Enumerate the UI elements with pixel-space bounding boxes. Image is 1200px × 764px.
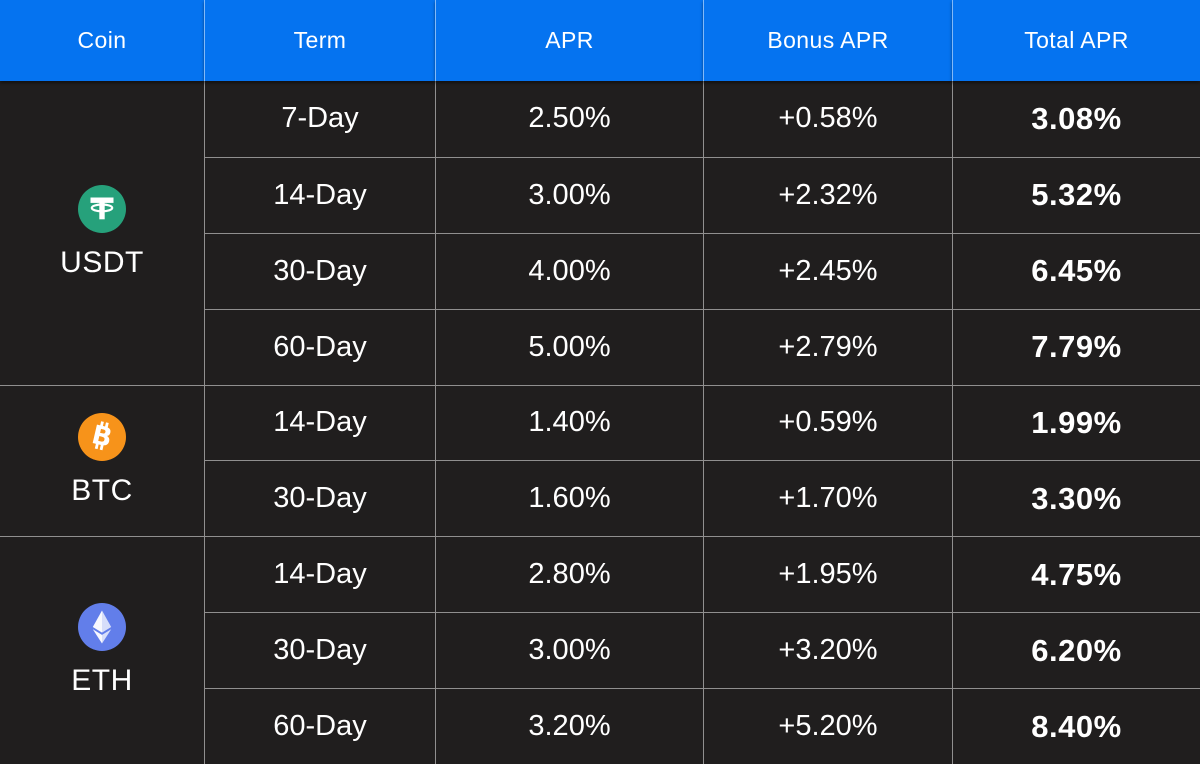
column-header-total-apr: Total APR — [952, 0, 1200, 81]
total-apr-cell: 6.20% — [952, 612, 1200, 689]
coin-cell-usdt: USDT — [0, 81, 204, 385]
term-cell: 14-Day — [204, 156, 435, 233]
column-header-coin: Coin — [0, 0, 204, 81]
total-apr-cell: 4.75% — [952, 536, 1200, 613]
bonus-apr-cell: +2.79% — [703, 308, 952, 385]
coin-cell-btc: B BTC — [0, 384, 204, 537]
total-apr-cell: 8.40% — [952, 688, 1200, 764]
coin-label-eth: ETH — [71, 664, 133, 698]
bonus-apr-cell: +3.20% — [703, 612, 952, 689]
term-cell: 60-Day — [204, 688, 435, 764]
column-header-apr: APR — [435, 0, 703, 81]
coin-cell-eth: ETH — [0, 536, 204, 764]
term-cell: 14-Day — [204, 384, 435, 461]
column-header-bonus-apr: Bonus APR — [703, 0, 952, 81]
apr-cell: 1.40% — [435, 384, 703, 461]
column-header-term: Term — [204, 0, 435, 81]
term-cell: 30-Day — [204, 612, 435, 689]
term-cell: 60-Day — [204, 308, 435, 385]
apr-cell: 2.80% — [435, 536, 703, 613]
total-apr-cell: 7.79% — [952, 308, 1200, 385]
bonus-apr-cell: +1.95% — [703, 536, 952, 613]
total-apr-cell: 3.08% — [952, 81, 1200, 157]
apr-cell: 3.00% — [435, 156, 703, 233]
total-apr-cell: 3.30% — [952, 460, 1200, 537]
bonus-apr-cell: +2.32% — [703, 156, 952, 233]
apr-cell: 3.00% — [435, 612, 703, 689]
bonus-apr-cell: +2.45% — [703, 232, 952, 309]
apr-cell: 2.50% — [435, 81, 703, 157]
term-cell: 7-Day — [204, 81, 435, 157]
term-cell: 30-Day — [204, 232, 435, 309]
total-apr-cell: 5.32% — [952, 156, 1200, 233]
coin-label-btc: BTC — [71, 474, 133, 508]
apr-cell: 4.00% — [435, 232, 703, 309]
apr-cell: 5.00% — [435, 308, 703, 385]
apr-cell: 3.20% — [435, 688, 703, 764]
bonus-apr-cell: +0.58% — [703, 81, 952, 157]
total-apr-cell: 6.45% — [952, 232, 1200, 309]
apr-cell: 1.60% — [435, 460, 703, 537]
bonus-apr-cell: +1.70% — [703, 460, 952, 537]
ethereum-icon — [78, 603, 126, 652]
total-apr-cell: 1.99% — [952, 384, 1200, 461]
tether-icon — [78, 185, 126, 234]
term-cell: 14-Day — [204, 536, 435, 613]
bitcoin-icon: B — [78, 413, 126, 462]
coin-label-usdt: USDT — [60, 246, 144, 280]
bonus-apr-cell: +0.59% — [703, 384, 952, 461]
term-cell: 30-Day — [204, 460, 435, 537]
bonus-apr-cell: +5.20% — [703, 688, 952, 764]
